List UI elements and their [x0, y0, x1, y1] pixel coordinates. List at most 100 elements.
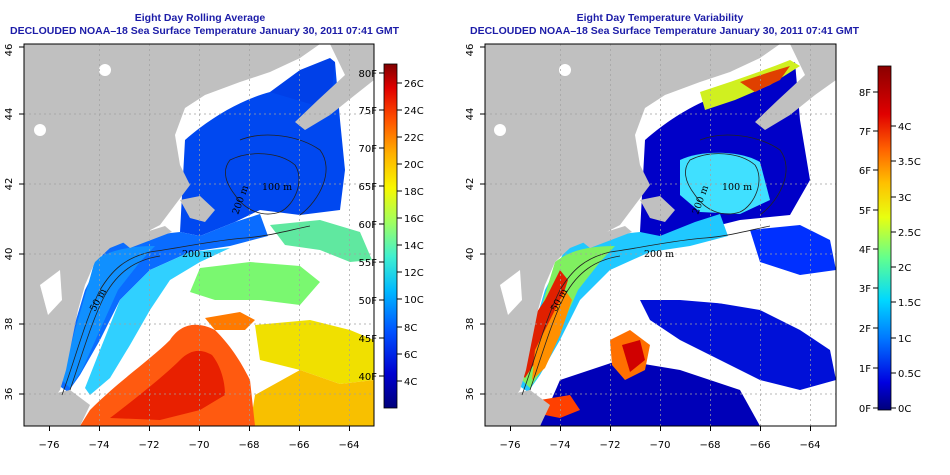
right-colorbar-f-label: 2F: [859, 324, 871, 335]
left-contour-label: 100 m: [262, 182, 292, 193]
right-colorbar-c-label: 1C: [898, 334, 911, 345]
left-colorbar-f-label: 50F: [359, 296, 378, 307]
left-colorbar-f-label: 60F: [359, 220, 378, 231]
right-contour-100m: [699, 134, 787, 216]
left-land-nova-scotia: [295, 44, 374, 130]
right-y-tick: 38: [465, 318, 476, 331]
right-sw-patch: [540, 395, 580, 418]
left-land-long-island: [120, 226, 172, 248]
left-x-tick: −64: [338, 440, 359, 451]
right-colorbar-f-label: 8F: [859, 88, 871, 99]
right-colorbar-c-label: 4C: [898, 122, 911, 133]
right-colorbar-f-label: 7F: [859, 127, 871, 138]
left-y-tick: 36: [4, 388, 15, 401]
left-land: [24, 44, 320, 410]
right-colorbar-f-label: 6F: [859, 166, 871, 177]
left-contour-georges: [225, 153, 300, 215]
right-colorbar-gradient: [877, 65, 892, 411]
left-water-slope: [85, 248, 230, 395]
right-colorbar-c-label: 0C: [898, 404, 911, 415]
right-land: [485, 44, 780, 410]
right-land-long-island: [580, 226, 632, 248]
right-contour-label: 200 m: [644, 249, 674, 260]
left-contour-200m: [61, 225, 311, 396]
left-x-tick: −70: [188, 440, 209, 451]
right-colorbar: 0F 1F 2F 3F 4F 5F 6F 7F 8F 0C 0.5C 1C 1.…: [859, 65, 921, 415]
right-map-title: Eight Day Temperature Variability DECLOU…: [470, 12, 860, 38]
right-x-tick: −68: [699, 440, 720, 451]
left-axis-tickmarks: [19, 46, 350, 431]
right-colorbar-c-label: 3.5C: [898, 157, 921, 168]
left-colorbar-c-label: 8C: [404, 323, 417, 334]
right-colorbar-c-label: 2C: [898, 263, 911, 274]
right-colorbar-c-label: 0.5C: [898, 369, 921, 380]
left-y-tick: 38: [4, 318, 15, 331]
right-subtitle-line: DECLOUDED NOAA–18 Sea Surface Temperatur…: [470, 25, 860, 37]
left-colorbar-f-label: 80F: [359, 69, 378, 80]
left-colorbar-c-label: 12C: [404, 268, 424, 279]
left-colorbar-c-label: 4C: [404, 377, 417, 388]
left-land-cape-cod: [180, 196, 215, 222]
right-y-tick: 40: [465, 248, 476, 261]
right-colorbar-c-label: 1.5C: [898, 298, 921, 309]
left-colorbar-f-label: 65F: [359, 182, 378, 193]
right-y-axis-labels: 36 38 40 42 44 46: [465, 44, 476, 401]
right-land-nova-scotia: [755, 44, 836, 130]
left-x-tick: −72: [138, 440, 159, 451]
left-y-tick: 40: [4, 248, 15, 261]
left-x-tick: −68: [238, 440, 259, 451]
left-colorbar-c-label: 26C: [404, 79, 424, 90]
right-title-line: Eight Day Temperature Variability: [576, 12, 744, 24]
right-y-tick: 46: [465, 44, 476, 57]
right-colorbar-f-label: 5F: [859, 206, 871, 217]
left-colorbar-c-label: 24C: [404, 106, 424, 117]
right-contour-200m: [521, 225, 771, 396]
left-subtitle-line: DECLOUDED NOAA–18 Sea Surface Temperatur…: [10, 25, 400, 37]
left-water-shelf-inner: [62, 246, 155, 388]
left-water-green: [190, 262, 320, 305]
left-colorbar-f-label: 40F: [359, 372, 378, 383]
right-contour-label: 100 m: [722, 182, 752, 193]
left-x-tick: −76: [38, 440, 59, 451]
right-land-cape-cod: [640, 196, 675, 222]
right-x-tick: −64: [799, 440, 820, 451]
left-title-line: Eight Day Rolling Average: [134, 12, 266, 24]
right-x-axis-labels: −76 −74 −72 −70 −68 −66 −64: [499, 440, 820, 451]
right-x-tick: −72: [599, 440, 620, 451]
left-y-tick: 42: [4, 178, 15, 191]
right-y-tick: 42: [465, 178, 476, 191]
left-water-gulf-of-maine: [180, 62, 345, 236]
left-colorbar-gradient: [383, 63, 398, 409]
left-x-tick: −66: [288, 440, 309, 451]
right-colorbar-c-label: 3C: [898, 193, 911, 204]
right-contour-50m: [529, 255, 621, 391]
left-map-title: Eight Day Rolling Average DECLOUDED NOAA…: [10, 12, 400, 38]
left-colorbar-c-label: 18C: [404, 187, 424, 198]
left-land-hatteras: [24, 390, 90, 426]
left-x-tick: −74: [88, 440, 109, 451]
right-colorbar-c-label: 2.5C: [898, 228, 921, 239]
left-colorbar: 40F 45F 50F 55F 60F 65F 70F 75F 80F 4C 6…: [359, 63, 424, 409]
right-water-georges: [680, 152, 770, 214]
right-water-high-var: [518, 270, 568, 378]
left-x-axis-labels: −76 −74 −72 −70 −68 −66 −64: [38, 440, 359, 451]
left-warm-patch: [205, 312, 255, 330]
left-water-green-east: [270, 220, 372, 262]
right-x-tick: −70: [649, 440, 670, 451]
left-colorbar-c-label: 6C: [404, 350, 417, 361]
left-colorbar-c-label: 22C: [404, 133, 424, 144]
left-colorbar-c-label: 14C: [404, 241, 424, 252]
left-y-axis-labels: 36 38 40 42 44 46: [4, 44, 15, 401]
right-x-tick: −74: [549, 440, 570, 451]
right-gulf-stream-core: [622, 340, 645, 372]
left-contour-100m: [239, 134, 327, 216]
left-colorbar-c-label: 10C: [404, 295, 424, 306]
left-gulf-stream-core: [110, 350, 225, 420]
right-axis-tickmarks: [480, 46, 811, 431]
left-colorbar-c-label: 16C: [404, 214, 424, 225]
right-contour-georges: [685, 153, 760, 215]
right-colorbar-f-label: 3F: [859, 284, 871, 295]
right-colorbar-f-label: 1F: [859, 364, 871, 375]
left-water-yellow-sw: [250, 370, 374, 426]
